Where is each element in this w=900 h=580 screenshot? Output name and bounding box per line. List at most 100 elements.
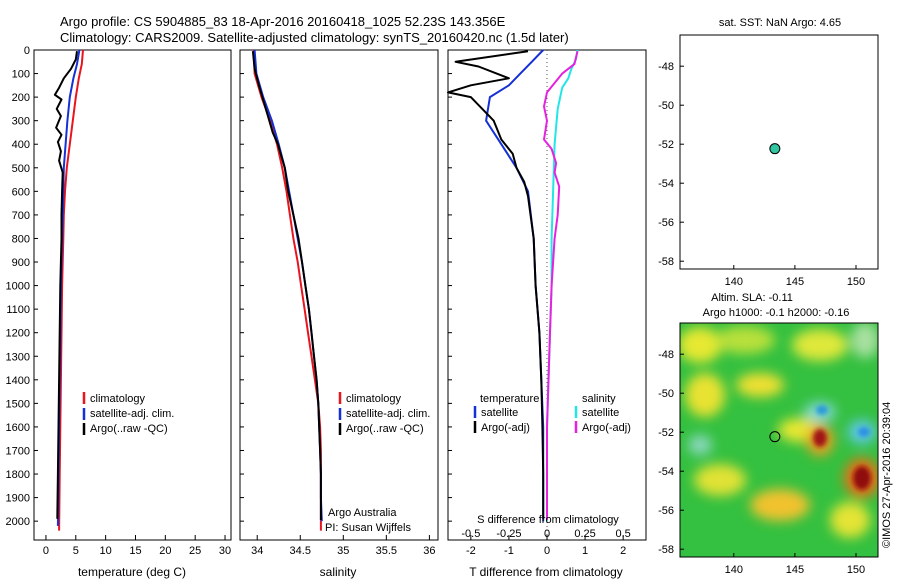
legend-label-climatology: climatology: [346, 393, 402, 405]
sla-map-lat-ticks: -48 -50 -52 -54 -56 -58: [658, 349, 684, 556]
legend-label-satellite: satellite-adj. clim.: [346, 408, 430, 420]
lat-tick-label: -50: [658, 100, 674, 112]
x-tick-label: 15: [129, 545, 141, 557]
lon-tick-label: 145: [786, 564, 804, 576]
s-diff-tick-label: 0: [544, 528, 550, 540]
depth-tick-label: 600: [12, 186, 30, 198]
legend-label-argo: Argo(..raw -QC): [90, 423, 168, 435]
temperature-axes-frame: [33, 49, 232, 541]
imos-credit: ©IMOS 27-Apr-2016 20:39:04: [881, 402, 893, 548]
sla-map-panel: Altim. SLA: -0.11 Argo h1000: -0.1 h2000…: [658, 292, 893, 576]
sst-map-lat-ticks: -48 -50 -52 -54 -56 -58: [658, 61, 684, 268]
depth-tick-label: 500: [12, 163, 30, 175]
difference-legend: temperature satellite Argo(-adj) salinit…: [473, 393, 631, 434]
x-tick-label: 5: [73, 545, 79, 557]
t-difference-tick-labels: -2 -1 0 1 2: [448, 49, 626, 557]
legend-label-argo: Argo(..raw -QC): [346, 423, 424, 435]
depth-tick-label: 1200: [6, 328, 30, 340]
depth-tick-label: 1800: [6, 469, 30, 481]
s-diff-tick-label: 0.25: [574, 528, 595, 540]
salinity-panel: 34 34.5 35 35.5 36 salinity climatology sate…: [239, 49, 439, 579]
legend-label-satellite: satellite-adj. clim.: [90, 408, 174, 420]
x-tick-label: 20: [159, 545, 171, 557]
depth-tick-label: 1400: [6, 375, 30, 387]
depth-tick-label: 1500: [6, 398, 30, 410]
salinity-legend: climatology satellite-adj. clim. Argo(..…: [338, 392, 430, 435]
profile-location-marker: [769, 143, 781, 155]
difference-panel: -2 -1 0 1 2 -0.5 -0.25 0 0.25 0.5 S difference f…: [447, 49, 647, 579]
sst-map-lon-ticks: 140 145 150: [725, 265, 865, 288]
title-line-2: Climatology: CARS2009. Satellite-adjuste…: [60, 30, 569, 45]
depth-tick-label: 200: [12, 92, 30, 104]
sla-map-title-1: Altim. SLA: -0.11: [711, 292, 793, 304]
profile-location-marker: [769, 431, 781, 443]
depth-tick-labels: 0 100 200 300 400 500 600 700 800 900 1000 1100 1200…: [6, 45, 30, 528]
depth-tick-label: 300: [12, 116, 30, 128]
depth-tick-label: 900: [12, 257, 30, 269]
series-line-satellite-adj-clim: [253, 49, 323, 522]
sla-map-frame: [679, 322, 879, 558]
temperature-tick-labels: 0 5 10 15 20 25 30: [34, 49, 231, 557]
x-tick-label: 35: [337, 545, 349, 557]
salinity-tick-labels: 34 34.5 35 35.5 36: [240, 49, 436, 557]
lat-tick-label: -48: [658, 61, 674, 73]
annotation-pi: PI: Susan Wijffels: [325, 522, 411, 534]
depth-tick-label: 100: [12, 69, 30, 81]
depth-tick-label: 0: [24, 45, 30, 57]
sla-map-title-2: Argo h1000: -0.1 h2000: -0.16: [703, 307, 850, 319]
lat-tick-label: -48: [658, 349, 674, 361]
legend-label-s-satellite: satellite: [582, 407, 619, 419]
temperature-legend: climatology satellite-adj. clim. Argo(..…: [82, 392, 174, 435]
x-tick-label: 35.5: [376, 545, 397, 557]
x-tick-label: 36: [423, 545, 435, 557]
s-difference-label: S difference from climatology: [477, 514, 619, 526]
depth-tick-label: 2000: [6, 516, 30, 528]
temperature-xlabel: temperature (deg C): [78, 565, 186, 579]
x-tick-label: 0: [544, 545, 550, 557]
x-tick-label: 2: [620, 545, 626, 557]
temperature-series-lines: [53, 49, 84, 531]
annotation-argo-australia: Argo Australia: [328, 507, 397, 519]
legend-label-s-argo: Argo(-adj): [582, 422, 631, 434]
legend-heading-temperature: temperature: [480, 393, 539, 405]
sla-heatmap-field: [680, 323, 878, 557]
sst-map-title: sat. SST: NaN Argo: 4.65: [719, 17, 841, 29]
lat-tick-label: -54: [658, 466, 674, 478]
series-line-argo-raw-qc: [251, 51, 322, 520]
sla-heatmap-extremes: [813, 405, 871, 490]
x-tick-label: 30: [219, 545, 231, 557]
x-tick-label: -1: [504, 545, 514, 557]
lat-tick-label: -56: [658, 505, 674, 517]
lon-tick-label: 150: [847, 564, 865, 576]
legend-heading-salinity: salinity: [582, 393, 616, 405]
sst-map-markers: [769, 143, 781, 155]
depth-tick-label: 1300: [6, 351, 30, 363]
lon-tick-label: 145: [786, 276, 804, 288]
x-tick-label: 0: [43, 545, 49, 557]
salinity-xlabel: salinity: [320, 565, 357, 579]
series-line-argo-adj: [447, 50, 545, 519]
lon-tick-label: 150: [847, 276, 865, 288]
depth-tick-label: 1000: [6, 281, 30, 293]
lat-tick-label: -54: [658, 178, 674, 190]
depth-tick-label: 700: [12, 210, 30, 222]
depth-tick-label: 1700: [6, 445, 30, 457]
legend-label-t-argo: Argo(-adj): [481, 422, 530, 434]
depth-tick-label: 1100: [6, 304, 30, 316]
x-tick-label: 10: [100, 545, 112, 557]
s-difference-tick-labels: -0.5 -0.25 0 0.25 0.5: [461, 528, 630, 540]
s-diff-tick-label: -0.5: [461, 528, 480, 540]
lat-tick-label: -58: [658, 256, 674, 268]
difference-series-lines: [447, 49, 579, 522]
lon-tick-label: 140: [725, 564, 743, 576]
lat-tick-label: -50: [658, 388, 674, 400]
series-line-argo-raw-qc: [53, 51, 78, 519]
sla-map-lon-ticks: 140 145 150: [725, 553, 865, 576]
legend-label-t-satellite: satellite: [481, 407, 518, 419]
series-line-climatology: [58, 49, 84, 531]
sst-map-frame: [679, 34, 879, 270]
x-tick-label: -2: [466, 545, 476, 557]
s-diff-tick-label: -0.25: [496, 528, 521, 540]
salinity-axes-frame: [239, 49, 439, 541]
